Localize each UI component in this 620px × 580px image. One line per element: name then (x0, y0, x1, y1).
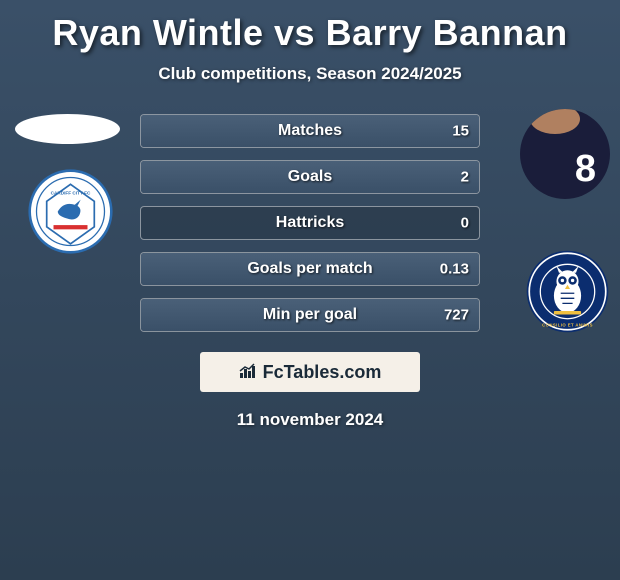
footer-brand-text: FcTables.com (263, 362, 382, 383)
svg-text:CARDIFF CITY FC: CARDIFF CITY FC (51, 191, 91, 196)
stat-value-right: 727 (444, 307, 469, 324)
stat-label: Goals (288, 168, 332, 186)
stat-row: Goals per match 0.13 (140, 252, 480, 286)
stat-label: Matches (278, 122, 342, 140)
page-title: Ryan Wintle vs Barry Bannan (0, 0, 620, 54)
stat-label: Goals per match (247, 260, 372, 278)
jersey-number: 8 (575, 148, 596, 191)
player-photo-left (15, 114, 120, 144)
club-badge-right: CONSILIO ET ANIMIS (525, 249, 610, 334)
chart-icon (239, 363, 259, 382)
stat-value-right: 0.13 (440, 261, 469, 278)
jersey-right: 8 (520, 109, 610, 199)
stat-value-right: 2 (461, 169, 469, 186)
subtitle: Club competitions, Season 2024/2025 (0, 64, 620, 84)
stat-bars: Matches 15 Goals 2 Hattricks 0 Goals per… (140, 114, 480, 332)
footer-brand: FcTables.com (200, 352, 420, 392)
stat-value-right: 15 (452, 123, 469, 140)
skin-patch (530, 109, 580, 134)
stat-label: Min per goal (263, 306, 357, 324)
stat-row: Min per goal 727 (140, 298, 480, 332)
comparison-area: 8 CARDIFF CITY FC (0, 114, 620, 332)
stat-value-right: 0 (461, 215, 469, 232)
stat-row: Matches 15 (140, 114, 480, 148)
svg-text:CONSILIO ET ANIMIS: CONSILIO ET ANIMIS (542, 322, 593, 327)
stat-label: Hattricks (276, 214, 344, 232)
stat-row: Hattricks 0 (140, 206, 480, 240)
stat-row: Goals 2 (140, 160, 480, 194)
date: 11 november 2024 (0, 410, 620, 430)
club-badge-left: CARDIFF CITY FC (28, 169, 113, 254)
player-photo-right: 8 (520, 109, 610, 199)
